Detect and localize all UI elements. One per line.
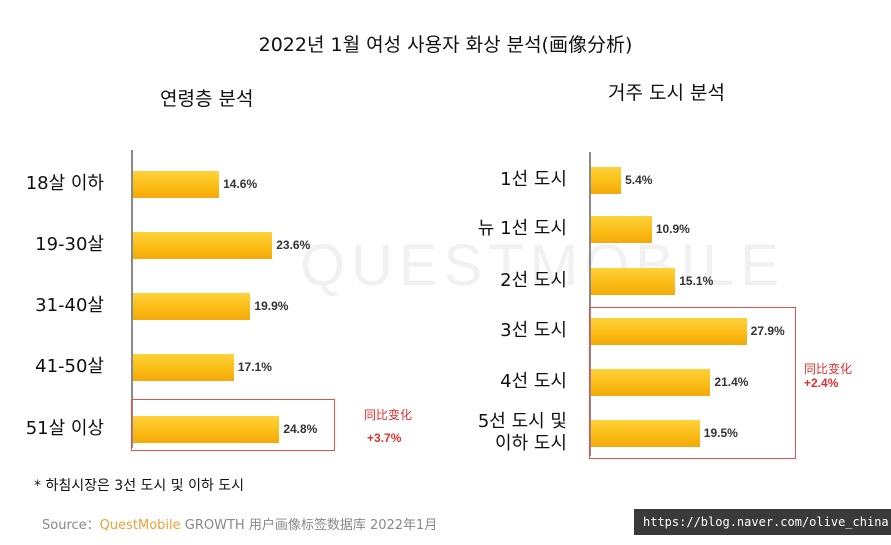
city-category-line: 2선 도시 (500, 270, 567, 291)
blog-url[interactable]: https://blog.naver.com/olive_china (634, 509, 891, 535)
age-highlight-box (131, 399, 335, 451)
page-title: 2022년 1월 여성 사용자 화상 분석(画像分析) (258, 34, 633, 56)
source-prefix: Source： (42, 518, 100, 533)
age-value-label: 14.6% (223, 177, 258, 191)
age-bar (133, 416, 280, 443)
source-rest: GROWTH 用户画像标签数据库 2022年1月 (180, 518, 438, 533)
age-category-label: 31-40살 (35, 295, 104, 317)
city-category-label: 2선 도시 (500, 270, 567, 292)
age-bar (133, 293, 251, 320)
city-category-label: 3선 도시 (500, 320, 567, 342)
city-value-label: 15.1% (679, 274, 714, 288)
age-category-label: 41-50살 (35, 356, 104, 378)
footnote: * 하침시장은 3선 도시 및 이하 도시 (34, 478, 245, 494)
city-category-line: 3선 도시 (500, 320, 567, 341)
city-value-label: 27.9% (750, 324, 785, 338)
city-bar (591, 420, 700, 447)
source-line: Source：QuestMobile GROWTH 用户画像标签数据库 2022… (42, 514, 437, 533)
city-category-line: 이하 도시 (495, 433, 567, 454)
age-chart-axis (131, 150, 133, 448)
age-category-label: 19-30살 (35, 234, 104, 256)
city-category-line: 5선 도시 및 (477, 411, 567, 432)
city-value-label: 19.5% (703, 426, 738, 440)
age-value-label: 19.9% (254, 299, 289, 313)
city-chart-axis (589, 152, 591, 456)
age-category-line: 41-50살 (35, 356, 104, 377)
age-category-line: 18살 이하 (25, 173, 104, 194)
city-bar (591, 167, 622, 194)
source-brand: QuestMobile (99, 518, 181, 533)
city-bar (591, 369, 711, 396)
age-category-line: 31-40살 (35, 295, 104, 316)
watermark: QUESTMOBILE (300, 233, 785, 298)
city-yoy-label: 同比变化 (804, 362, 853, 376)
age-yoy-label: 同比变化 (364, 408, 413, 422)
city-value-label: 5.4% (625, 173, 653, 187)
city-category-label: 5선 도시 및 이하 도시 (478, 411, 567, 455)
age-value-label: 24.8% (283, 422, 318, 436)
age-category-line: 51살 이상 (25, 418, 104, 439)
age-category-line: 19-30살 (35, 234, 104, 255)
age-value-label: 17.1% (237, 360, 272, 374)
city-category-label: 1선 도시 (500, 169, 567, 191)
age-chart-title: 연령층 분석 (160, 88, 254, 110)
city-category-line: 4선 도시 (500, 371, 567, 392)
city-category-label: 4선 도시 (500, 371, 567, 393)
age-category-label: 51살 이상 (26, 418, 104, 440)
age-yoy-value: +3.7% (367, 431, 402, 445)
city-value-label: 21.4% (714, 375, 749, 389)
city-highlight-box (589, 307, 796, 459)
city-bar (591, 268, 676, 295)
age-bar (133, 232, 273, 259)
city-yoy-value: +2.4% (804, 376, 839, 390)
city-bar (591, 216, 652, 243)
city-category-label: 뉴 1선 도시 (478, 218, 567, 240)
city-value-label: 10.9% (655, 222, 690, 236)
age-category-label: 18살 이하 (26, 173, 104, 195)
city-bar (591, 318, 747, 345)
city-chart-title: 거주 도시 분석 (608, 82, 725, 104)
age-value-label: 23.6% (276, 238, 311, 252)
city-category-line: 1선 도시 (500, 169, 567, 190)
age-bar (133, 171, 220, 198)
age-bar (133, 354, 234, 381)
city-category-line: 뉴 1선 도시 (477, 218, 567, 239)
